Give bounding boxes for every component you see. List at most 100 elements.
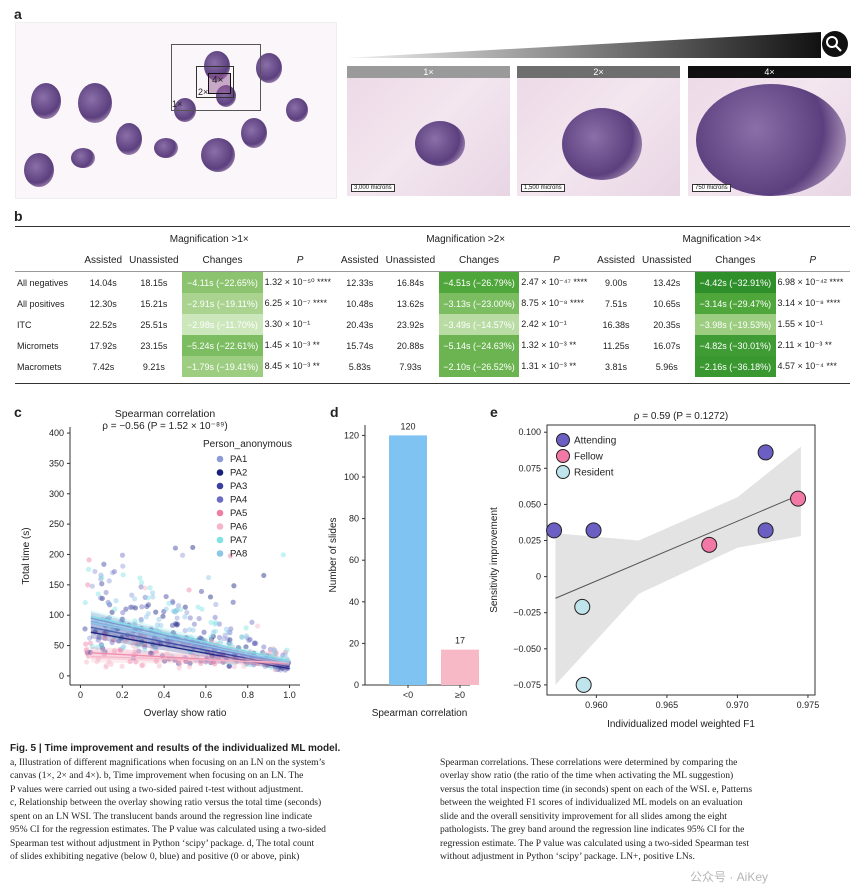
data-point: [105, 599, 111, 606]
tissue-node: [71, 148, 95, 168]
y-tick-label: 0: [536, 572, 541, 582]
data-point: [101, 561, 107, 567]
y-tick-label: 400: [49, 428, 64, 438]
data-point: [83, 647, 89, 653]
bar: [441, 649, 479, 685]
regression-line: [90, 626, 290, 668]
row-label: Macromets: [17, 361, 62, 372]
table-row: All negatives 14.04s 18.15s −4.11s (−22.65%…: [15, 271, 850, 293]
magnification-wedge: [345, 31, 848, 58]
data-point: [231, 664, 237, 670]
data-point: [208, 619, 214, 625]
group-header: Magnification >1×: [169, 234, 249, 245]
data-point: [95, 591, 101, 597]
y-axis-label: Sensitivity improvement: [489, 507, 500, 613]
zoom-box-1x: [171, 44, 261, 111]
data-point: [144, 603, 150, 610]
data-point: [161, 608, 167, 615]
confidence-band: [555, 446, 801, 685]
data-point: [197, 635, 204, 641]
data-point: [282, 649, 288, 655]
data-point: [92, 568, 98, 575]
data-point: [170, 598, 176, 605]
y-tick-label: 50: [54, 641, 64, 651]
legend-marker: [556, 433, 570, 447]
data-point: [83, 641, 89, 647]
data-point: [261, 572, 267, 579]
regression-line: [555, 493, 802, 599]
table-cell: 20.43s: [346, 319, 374, 330]
data-point: [271, 647, 277, 653]
data-point: [153, 648, 159, 654]
change-cell: −2.10s (−26.52%): [438, 356, 520, 377]
data-point: [226, 640, 232, 646]
data-point: [142, 644, 148, 650]
data-point: [119, 645, 126, 651]
data-point: [173, 608, 179, 614]
data-point: [95, 637, 101, 643]
row-label: All positives: [17, 298, 65, 309]
group-header: Magnification >2×: [426, 234, 506, 245]
y-tick-label: 200: [49, 549, 64, 559]
data-point: [160, 613, 166, 619]
data-point: [174, 607, 180, 613]
data-point: [109, 609, 115, 615]
data-point: [94, 659, 100, 665]
data-point: [147, 650, 153, 656]
legend-label: PA3: [230, 481, 247, 492]
legend-label: PA6: [230, 522, 247, 533]
x-tick-label: 0.2: [116, 690, 129, 700]
data-point: [137, 642, 144, 648]
data-point: [190, 652, 196, 658]
table-row: Macromets 7.42s 9.21s −1.79s (−19.41%) 8.45 …: [15, 356, 850, 377]
data-point: [102, 635, 108, 641]
data-point: [186, 587, 192, 593]
data-point: [147, 585, 153, 591]
legend-marker: [216, 455, 224, 463]
data-point: [99, 645, 106, 651]
data-point: [272, 650, 278, 657]
group-header: Magnification >4×: [682, 234, 762, 245]
data-point: [132, 605, 139, 611]
data-point: [107, 602, 113, 608]
change-cell: −4.42s (−32.91%): [695, 271, 776, 293]
table-cell: 15.74s: [346, 340, 374, 351]
data-point: [163, 593, 169, 600]
table-cell: 13.62s: [396, 298, 424, 309]
data-point: [99, 581, 105, 587]
y-tick-label: 350: [49, 458, 64, 468]
change-cell: −3.49s (−14.57%): [438, 314, 520, 335]
legend-label: Attending: [574, 436, 616, 447]
table-top-rule: [15, 226, 850, 227]
table-cell: 2.11 × 10⁻³ **: [777, 340, 832, 350]
table-cell: 6.25 × 10⁻⁷ ****: [264, 298, 327, 308]
panel-d-letter: d: [330, 404, 339, 420]
data-point: [225, 636, 231, 642]
caption-line: of slides exhibiting negative (below 0, …: [10, 851, 300, 862]
table-cell: 1.55 × 10⁻¹: [777, 319, 824, 329]
data-point: [244, 635, 250, 641]
data-point: [177, 606, 184, 613]
caption-line: 95% CI for the regression estimates. The…: [10, 824, 326, 835]
data-point: [248, 662, 254, 668]
data-point: [119, 616, 125, 622]
legend-marker: [216, 523, 224, 530]
y-tick-label: 120: [344, 430, 359, 440]
table-group-row: Magnification >1× Magnification >2× Magn…: [15, 229, 850, 250]
table-cell: 23.92s: [396, 319, 424, 330]
data-point: [227, 553, 233, 559]
table-cell: 5.96s: [655, 361, 678, 372]
data-point: [182, 627, 188, 634]
data-point: [282, 652, 288, 658]
data-point: [138, 632, 144, 638]
data-point: [223, 626, 229, 632]
data-point: [164, 651, 170, 657]
data-point: [152, 645, 159, 651]
data-point: [156, 663, 162, 669]
y-tick-label: 100: [49, 610, 64, 620]
change-cell: −4.11s (−22.65%): [182, 271, 263, 293]
change-cell: −2.91s (−19.11%): [182, 293, 263, 314]
data-point: [170, 608, 176, 614]
data-point: [249, 619, 255, 625]
